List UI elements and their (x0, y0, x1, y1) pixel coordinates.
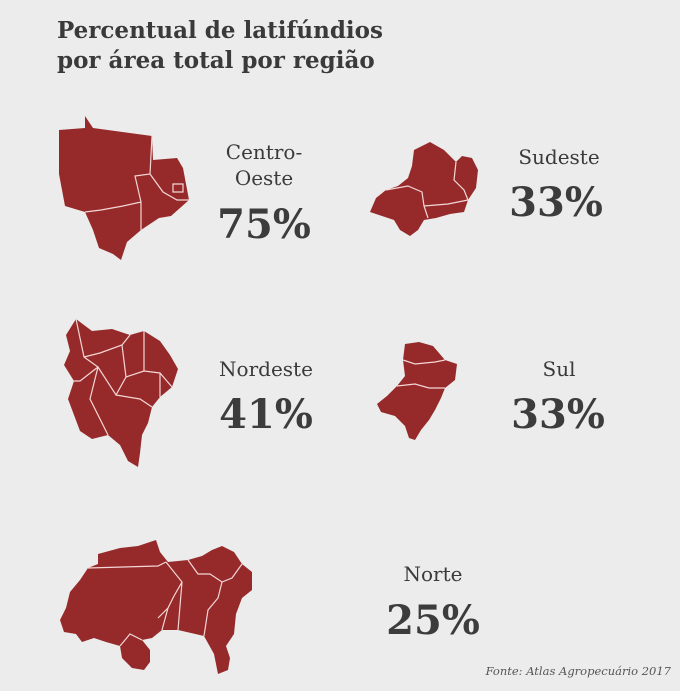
chart-title: Percentual de latifúndios por área total… (57, 16, 383, 76)
centro-oeste-name-line1: Centro- (225, 140, 303, 164)
sul-value: 33% (511, 391, 605, 438)
centro-oeste-label: Centro- Oeste (208, 139, 320, 191)
sudeste-map (368, 140, 482, 240)
centro-oeste-map (57, 114, 192, 264)
sul-label: Sul (542, 357, 576, 381)
sul-map (375, 340, 460, 442)
chart-title-line2: por área total por região (57, 47, 375, 74)
norte-map (58, 538, 254, 678)
centro-oeste-value: 75% (217, 201, 311, 248)
chart-title-line1: Percentual de latifúndios (57, 17, 383, 44)
nordeste-label: Nordeste (219, 357, 313, 381)
sudeste-value: 33% (509, 179, 603, 226)
nordeste-value: 41% (219, 391, 313, 438)
nordeste-map (60, 317, 182, 469)
norte-value: 25% (386, 597, 480, 644)
source-note: Fonte: Atlas Agropecuário 2017 (485, 664, 671, 678)
norte-label: Norte (403, 562, 463, 586)
sudeste-label: Sudeste (518, 145, 600, 169)
centro-oeste-name-line2: Oeste (234, 166, 294, 190)
